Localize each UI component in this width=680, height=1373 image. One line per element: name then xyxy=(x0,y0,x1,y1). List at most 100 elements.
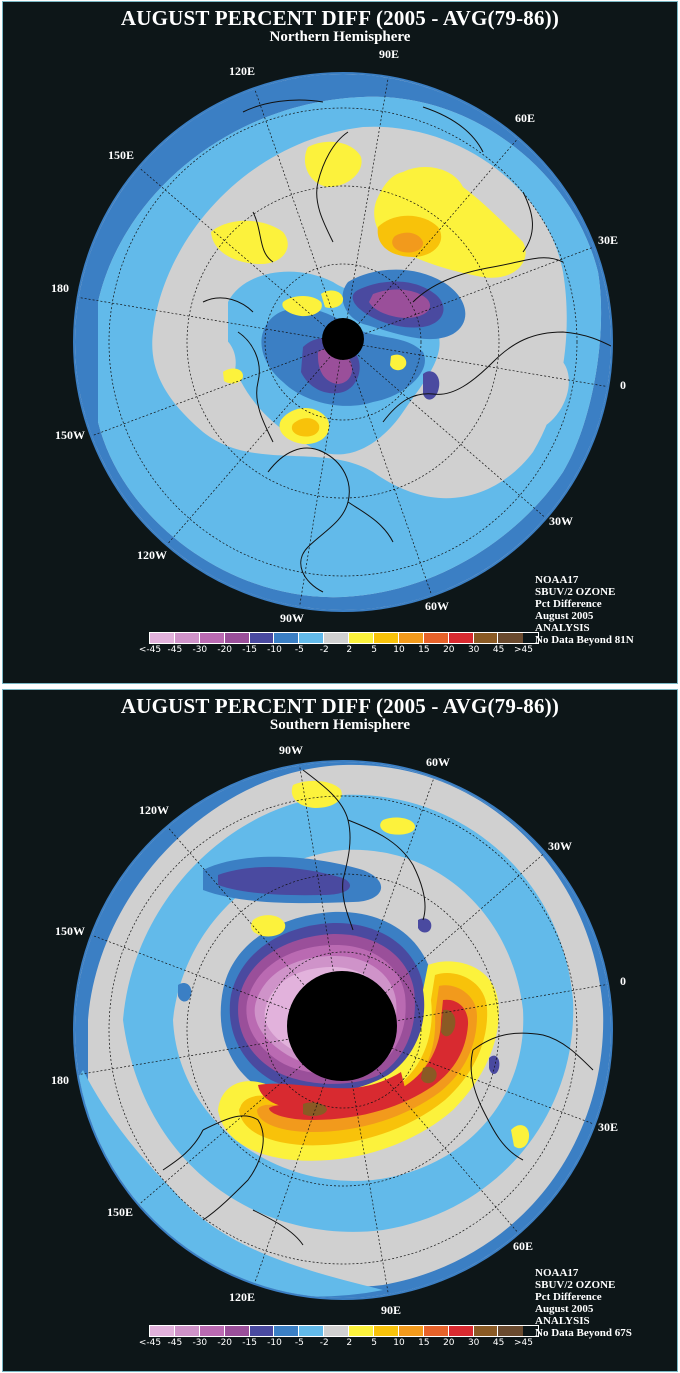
meridians xyxy=(75,72,611,611)
lon-label-60e: 60E xyxy=(515,111,536,125)
legend-swatch xyxy=(174,633,200,643)
coastlines xyxy=(202,99,614,593)
legend-swatch xyxy=(199,633,225,643)
info-coverage: No Data Beyond 67S xyxy=(535,1327,632,1339)
map-title: AUGUST PERCENT DIFF (2005 - AVG(79-86)) xyxy=(120,694,560,718)
ozone-contours xyxy=(75,74,611,610)
legend-tick-label: 5 xyxy=(371,645,377,655)
lon-label-180: 180 xyxy=(51,281,69,295)
polar-map-northern xyxy=(73,72,614,612)
legend-tick-label: 45 xyxy=(492,1338,505,1348)
info-satellite: NOAA17 xyxy=(535,574,579,586)
map-subtitle: Southern Hemisphere xyxy=(269,717,411,733)
info-instrument: SBUV/2 OZONE xyxy=(535,1279,616,1291)
legend-swatches xyxy=(149,632,539,644)
legend-tick-label: 2 xyxy=(346,645,353,655)
legend-swatch xyxy=(398,1326,424,1336)
legend-swatch xyxy=(249,1326,275,1336)
legend-swatch xyxy=(473,633,499,643)
legend-tick-label: 10 xyxy=(393,645,405,655)
lon-label-30e: 30E xyxy=(598,1120,619,1134)
legend-swatch xyxy=(150,1326,175,1336)
info-coverage: No Data Beyond 81N xyxy=(535,634,634,646)
lon-label-180: 180 xyxy=(51,1073,69,1087)
lon-label-30w: 30W xyxy=(548,839,572,853)
lon-label-90w: 90W xyxy=(279,743,303,757)
legend-tick-label: -45 xyxy=(167,1338,183,1348)
lon-label-150e: 150E xyxy=(108,148,135,162)
legend-tick-label: 15 xyxy=(418,1338,430,1348)
info-block: NOAA17 SBUV/2 OZONE Pct Difference Augus… xyxy=(535,574,634,646)
legend-tick-label: -15 xyxy=(242,645,257,655)
info-quantity: Pct Difference xyxy=(535,598,602,610)
color-legend: <-45 -45 -30 -20 -15 -10 -5 -2 2 5 10 15 20 30 45 >45 xyxy=(139,632,539,656)
legend-swatch xyxy=(423,1326,449,1336)
info-type: ANALYSIS xyxy=(535,622,590,634)
graticule xyxy=(108,795,578,1265)
southern-hemisphere-panel: AUGUST PERCENT DIFF (2005 - AVG(79-86)) … xyxy=(2,689,678,1372)
legend-swatches xyxy=(149,1325,539,1337)
lon-label-120w: 120W xyxy=(137,548,167,562)
legend-swatch xyxy=(398,633,424,643)
legend-swatch xyxy=(274,1326,300,1336)
lon-label-60w: 60W xyxy=(426,755,450,769)
legend-swatch xyxy=(174,1326,200,1336)
legend-tick-label: 2 xyxy=(346,1338,353,1348)
legend-tick-label: 20 xyxy=(443,1338,455,1348)
legend-swatch xyxy=(249,633,275,643)
legend-swatch xyxy=(324,1326,350,1336)
map-subtitle: Northern Hemisphere xyxy=(269,29,411,45)
legend-tick-label: <-45 xyxy=(138,645,162,655)
lon-label-150e: 150E xyxy=(107,1205,134,1219)
legend-swatch xyxy=(349,1326,375,1336)
lon-label-120e: 120E xyxy=(229,64,256,78)
legend-tick-label: -15 xyxy=(242,1338,257,1348)
legend-tick-label: <-45 xyxy=(138,1338,162,1348)
legend-tick-label: -30 xyxy=(192,645,208,655)
legend-swatch xyxy=(448,1326,474,1336)
lon-label-120w: 120W xyxy=(139,803,169,817)
legend-swatch xyxy=(299,633,325,643)
lon-label-90e: 90E xyxy=(379,47,400,61)
lon-label-60w: 60W xyxy=(425,599,449,613)
legend-tick-label: >45 xyxy=(514,645,533,655)
northern-hemisphere-panel: AUGUST PERCENT DIFF (2005 - AVG(79-86)) … xyxy=(2,1,678,684)
legend-swatch xyxy=(374,1326,399,1336)
legend-tick-label: 30 xyxy=(467,1338,480,1348)
legend-tick-label: -10 xyxy=(267,1338,282,1348)
legend-swatch xyxy=(473,1326,499,1336)
legend-tick-labels: <-45 -45 -30 -20 -15 -10 -5 -2 2 5 10 15 20 30 45 >45 xyxy=(139,644,539,656)
lon-label-0: 0 xyxy=(620,974,626,988)
legend-swatch xyxy=(224,1326,250,1336)
lon-label-120e: 120E xyxy=(229,1290,256,1304)
legend-tick-label: 15 xyxy=(418,645,430,655)
graticule xyxy=(108,107,578,577)
legend-swatch xyxy=(374,633,399,643)
legend-tick-label: 10 xyxy=(393,1338,405,1348)
legend-swatch xyxy=(299,1326,325,1336)
legend-swatch xyxy=(349,633,375,643)
legend-tick-label: -2 xyxy=(319,645,329,655)
info-date: August 2005 xyxy=(535,610,594,622)
no-data-pole-disk xyxy=(287,971,397,1081)
lon-label-150w: 150W xyxy=(55,428,85,442)
legend-swatch xyxy=(423,633,449,643)
legend-tick-label: 45 xyxy=(492,645,505,655)
legend-swatch xyxy=(224,633,250,643)
coastlines xyxy=(162,769,594,1246)
legend-swatch xyxy=(199,1326,225,1336)
color-legend: <-45 -45 -30 -20 -15 -10 -5 -2 2 5 10 15 20 30 45 >45 xyxy=(139,1325,539,1349)
lon-label-90w: 90W xyxy=(280,611,304,625)
info-instrument: SBUV/2 OZONE xyxy=(535,586,616,598)
polar-map-southern xyxy=(73,760,613,1300)
legend-tick-label: 5 xyxy=(371,1338,377,1348)
info-type: ANALYSIS xyxy=(535,1315,590,1327)
info-quantity: Pct Difference xyxy=(535,1291,602,1303)
legend-swatch xyxy=(150,633,175,643)
legend-tick-label: 30 xyxy=(467,645,480,655)
lon-label-90e: 90E xyxy=(381,1303,402,1317)
legend-swatch xyxy=(324,633,350,643)
lon-label-30w: 30W xyxy=(549,514,573,528)
legend-swatch xyxy=(498,1326,524,1336)
legend-tick-label: -30 xyxy=(192,1338,208,1348)
